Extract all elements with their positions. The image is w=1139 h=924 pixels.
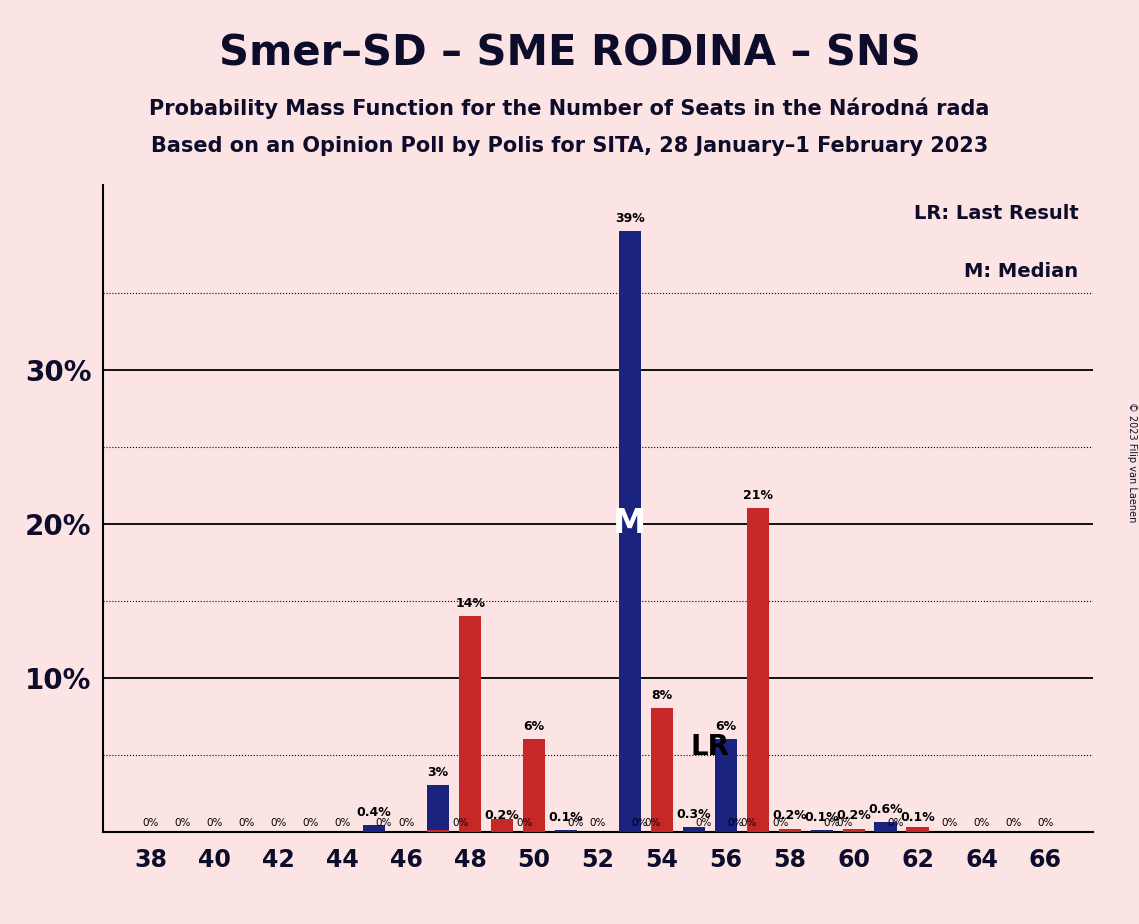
Bar <box>523 739 546 832</box>
Bar <box>811 830 833 832</box>
Bar <box>618 231 641 832</box>
Text: LR: LR <box>690 733 729 760</box>
Text: 0%: 0% <box>974 818 990 828</box>
Text: 3%: 3% <box>427 766 449 779</box>
Text: 0%: 0% <box>516 818 533 828</box>
Text: 0%: 0% <box>452 818 469 828</box>
Bar <box>907 827 928 832</box>
Bar <box>650 709 673 832</box>
Text: M: M <box>613 507 647 541</box>
Text: 0.2%: 0.2% <box>772 809 808 822</box>
Text: 0%: 0% <box>727 818 744 828</box>
Text: 0%: 0% <box>645 818 661 828</box>
Bar <box>746 508 769 832</box>
Text: 0%: 0% <box>740 818 756 828</box>
Text: 0%: 0% <box>302 818 319 828</box>
Text: 0%: 0% <box>142 818 158 828</box>
Text: 0%: 0% <box>631 818 648 828</box>
Text: 0%: 0% <box>836 818 852 828</box>
Bar <box>682 827 705 832</box>
Text: 0.1%: 0.1% <box>900 811 935 824</box>
Text: 0.1%: 0.1% <box>804 811 839 824</box>
Bar <box>459 616 482 832</box>
Text: 0%: 0% <box>772 818 788 828</box>
Text: 0%: 0% <box>823 818 839 828</box>
Text: 0%: 0% <box>206 818 222 828</box>
Text: 0.2%: 0.2% <box>485 809 519 822</box>
Text: 0.3%: 0.3% <box>677 808 711 821</box>
Text: Probability Mass Function for the Number of Seats in the Národná rada: Probability Mass Function for the Number… <box>149 97 990 118</box>
Text: 0%: 0% <box>174 818 190 828</box>
Text: 0%: 0% <box>238 818 254 828</box>
Text: 6%: 6% <box>715 720 737 733</box>
Text: 0.6%: 0.6% <box>868 803 903 816</box>
Text: 0%: 0% <box>567 818 584 828</box>
Text: © 2023 Filip van Laenen: © 2023 Filip van Laenen <box>1126 402 1137 522</box>
Bar <box>779 829 801 832</box>
Bar <box>907 830 928 832</box>
Text: Smer–SD – SME RODINA – SNS: Smer–SD – SME RODINA – SNS <box>219 32 920 74</box>
Bar <box>363 825 385 832</box>
Bar <box>555 830 577 832</box>
Text: M: Median: M: Median <box>965 262 1079 282</box>
Text: 0%: 0% <box>695 818 712 828</box>
Text: 0.2%: 0.2% <box>836 809 871 822</box>
Text: 0%: 0% <box>590 818 606 828</box>
Text: 0%: 0% <box>887 818 903 828</box>
Text: 39%: 39% <box>615 212 645 225</box>
Text: 0%: 0% <box>1038 818 1054 828</box>
Bar <box>491 829 514 832</box>
Text: LR: Last Result: LR: Last Result <box>913 204 1079 224</box>
Bar <box>427 830 449 832</box>
Bar <box>714 739 737 832</box>
Text: 0.4%: 0.4% <box>357 807 392 820</box>
Text: 0%: 0% <box>398 818 415 828</box>
Bar <box>427 785 449 832</box>
Text: 0%: 0% <box>376 818 392 828</box>
Text: 21%: 21% <box>743 489 772 502</box>
Text: 8%: 8% <box>652 689 672 702</box>
Text: 0%: 0% <box>942 818 958 828</box>
Text: 0%: 0% <box>270 818 287 828</box>
Bar <box>875 822 896 832</box>
Bar <box>843 829 865 832</box>
Text: 14%: 14% <box>456 597 485 610</box>
Text: Based on an Opinion Poll by Polis for SITA, 28 January–1 February 2023: Based on an Opinion Poll by Polis for SI… <box>150 136 989 156</box>
Text: 6%: 6% <box>524 720 544 733</box>
Text: 0.1%: 0.1% <box>549 811 583 824</box>
Text: 0%: 0% <box>1006 818 1022 828</box>
Bar <box>491 820 514 832</box>
Text: 0%: 0% <box>334 818 351 828</box>
